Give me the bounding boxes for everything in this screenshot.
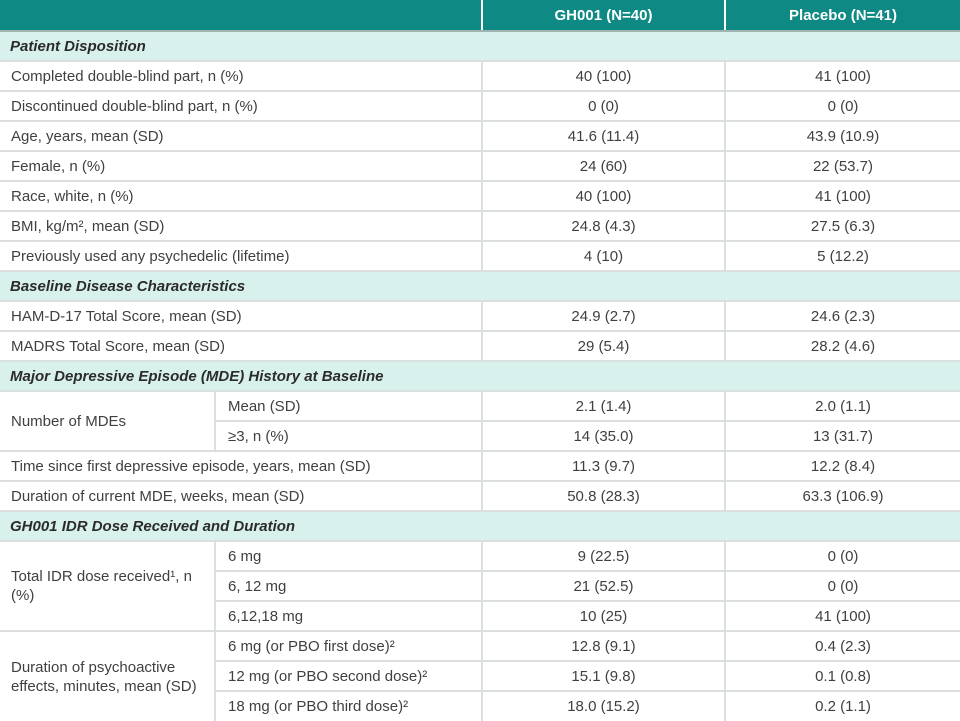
table-row: Previously used any psychedelic (lifetim… [0,240,960,271]
placebo-value: 0 (0) [724,90,960,121]
placebo-value: 0 (0) [724,570,960,601]
gh001-value: 2.1 (1.4) [481,390,725,421]
table-row: 6,12,18 mg 10 (25) 41 (100) [0,600,960,631]
row-label: Completed double-blind part, n (%) [0,60,482,91]
table-row: Total IDR dose received¹, n (%) 6 mg 9 (… [0,540,960,631]
gh001-value: 18.0 (15.2) [481,690,725,721]
gh001-value: 24.9 (2.7) [481,300,725,331]
row-label: BMI, kg/m², mean (SD) [0,210,482,241]
row-sub-label: 6, 12 mg [214,570,482,601]
placebo-value: 63.3 (106.9) [724,480,960,511]
column-header-placebo: Placebo (N=41) [724,0,960,32]
row-label: Previously used any psychedelic (lifetim… [0,240,482,271]
placebo-value: 2.0 (1.1) [724,390,960,421]
row-label: Discontinued double-blind part, n (%) [0,90,482,121]
placebo-value: 41 (100) [724,60,960,91]
row-sub-label: 6 mg (or PBO first dose)² [214,630,482,661]
gh001-value: 15.1 (9.8) [481,660,725,691]
gh001-value: 24 (60) [481,150,725,181]
placebo-value: 13 (31.7) [724,420,960,451]
row-sub-label: 6,12,18 mg [214,600,482,631]
table-row: BMI, kg/m², mean (SD) 24.8 (4.3) 27.5 (6… [0,210,960,241]
table-row: ≥3, n (%) 14 (35.0) 13 (31.7) [0,420,960,451]
gh001-value: 29 (5.4) [481,330,725,361]
gh001-value: 14 (35.0) [481,420,725,451]
section-title-idr-dose: GH001 IDR Dose Received and Duration [0,510,960,542]
placebo-value: 43.9 (10.9) [724,120,960,151]
table-row: MADRS Total Score, mean (SD) 29 (5.4) 28… [0,330,960,361]
section-title-patient-disposition: Patient Disposition [0,30,960,62]
placebo-value: 12.2 (8.4) [724,450,960,481]
table-row: Age, years, mean (SD) 41.6 (11.4) 43.9 (… [0,120,960,151]
row-label: Time since first depressive episode, yea… [0,450,482,481]
row-label: HAM-D-17 Total Score, mean (SD) [0,300,482,331]
table-row: Duration of psychoactive effects, minute… [0,630,960,721]
row-group-label: Number of MDEs [0,390,215,451]
gh001-value: 12.8 (9.1) [481,630,725,661]
section-title-baseline-disease: Baseline Disease Characteristics [0,270,960,302]
header-spacer-cell [0,0,482,32]
placebo-value: 0 (0) [724,540,960,571]
table-row: Time since first depressive episode, yea… [0,450,960,481]
row-label: MADRS Total Score, mean (SD) [0,330,482,361]
table-row: Female, n (%) 24 (60) 22 (53.7) [0,150,960,181]
placebo-value: 0.1 (0.8) [724,660,960,691]
row-group-label: Duration of psychoactive effects, minute… [0,630,215,721]
gh001-value: 21 (52.5) [481,570,725,601]
section-row: Baseline Disease Characteristics [0,270,960,302]
row-sub-label: 18 mg (or PBO third dose)² [214,690,482,721]
table-header-row: GH001 (N=40) Placebo (N=41) [0,0,960,32]
placebo-value: 24.6 (2.3) [724,300,960,331]
placebo-value: 28.2 (4.6) [724,330,960,361]
placebo-value: 22 (53.7) [724,150,960,181]
row-sub-label: ≥3, n (%) [214,420,482,451]
table-row: 12 mg (or PBO second dose)² 15.1 (9.8) 0… [0,660,960,691]
gh001-value: 50.8 (28.3) [481,480,725,511]
gh001-value: 0 (0) [481,90,725,121]
table-row: Discontinued double-blind part, n (%) 0 … [0,90,960,121]
placebo-value: 0.4 (2.3) [724,630,960,661]
gh001-value: 11.3 (9.7) [481,450,725,481]
table-row: Completed double-blind part, n (%) 40 (1… [0,60,960,91]
gh001-value: 40 (100) [481,180,725,211]
table-row: HAM-D-17 Total Score, mean (SD) 24.9 (2.… [0,300,960,331]
table-row: 6, 12 mg 21 (52.5) 0 (0) [0,570,960,601]
row-label: Duration of current MDE, weeks, mean (SD… [0,480,482,511]
row-sub-label: 6 mg [214,540,482,571]
row-label: Age, years, mean (SD) [0,120,482,151]
gh001-value: 24.8 (4.3) [481,210,725,241]
section-row: Patient Disposition [0,30,960,62]
table-row: Number of MDEs Mean (SD) 2.1 (1.4) 2.0 (… [0,390,960,451]
gh001-value: 40 (100) [481,60,725,91]
placebo-value: 5 (12.2) [724,240,960,271]
placebo-value: 0.2 (1.1) [724,690,960,721]
gh001-value: 10 (25) [481,600,725,631]
section-title-mde-history: Major Depressive Episode (MDE) History a… [0,360,960,392]
gh001-value: 4 (10) [481,240,725,271]
gh001-value: 41.6 (11.4) [481,120,725,151]
row-label: Female, n (%) [0,150,482,181]
row-group-label: Total IDR dose received¹, n (%) [0,540,215,631]
row-sub-label: 12 mg (or PBO second dose)² [214,660,482,691]
row-sub-label: Mean (SD) [214,390,482,421]
table-row: Race, white, n (%) 40 (100) 41 (100) [0,180,960,211]
section-row: Major Depressive Episode (MDE) History a… [0,360,960,392]
placebo-value: 41 (100) [724,600,960,631]
placebo-value: 41 (100) [724,180,960,211]
gh001-value: 9 (22.5) [481,540,725,571]
section-row: GH001 IDR Dose Received and Duration [0,510,960,542]
table-row: Duration of current MDE, weeks, mean (SD… [0,480,960,511]
row-label: Race, white, n (%) [0,180,482,211]
column-header-gh001: GH001 (N=40) [481,0,725,32]
placebo-value: 27.5 (6.3) [724,210,960,241]
